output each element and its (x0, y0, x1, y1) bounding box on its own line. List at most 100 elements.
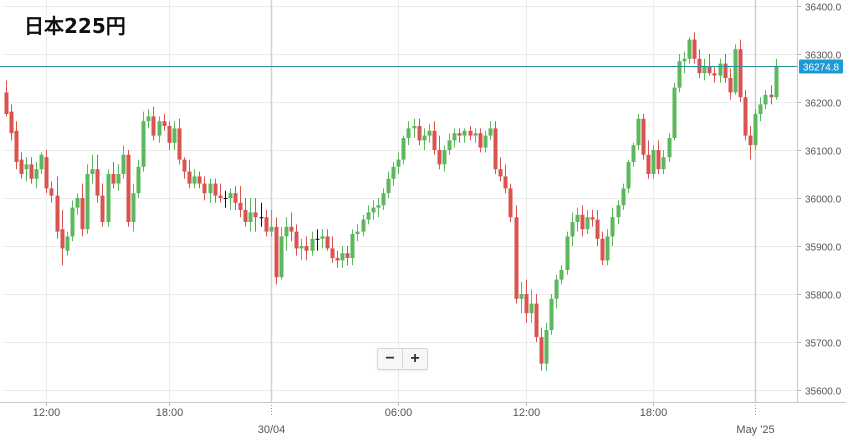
x-tick-label: 12:00 (513, 407, 541, 419)
candle-body (442, 150, 447, 165)
candle-body (65, 236, 70, 251)
candle-body (325, 236, 330, 249)
candle-body (14, 130, 19, 162)
candle-body (493, 128, 498, 170)
candle-body (75, 198, 80, 208)
candle-body (111, 174, 116, 184)
candle-body (763, 94, 768, 105)
candle-body (259, 217, 264, 219)
candle-body (116, 174, 121, 184)
candle-body (672, 87, 677, 138)
zoom-control: − + (377, 348, 428, 370)
candle-body (9, 111, 14, 134)
candle-body (753, 114, 758, 146)
candle-body (299, 246, 304, 249)
candle-body (177, 128, 182, 160)
candle-body (641, 118, 646, 155)
candle-body (738, 49, 743, 98)
candle-body (44, 157, 49, 189)
candle-body (468, 130, 473, 136)
candle-body (253, 212, 258, 218)
candle-body (559, 270, 564, 280)
candle-body (131, 193, 136, 222)
y-tick-label: 35800.0 (805, 291, 842, 302)
candle-body (544, 330, 549, 364)
y-tick-label: 36400.0 (805, 3, 842, 14)
y-tick-label: 35900.0 (805, 243, 842, 254)
candle-body (539, 337, 544, 364)
candle-body (315, 238, 320, 240)
x-tick-label: 12:00 (33, 407, 61, 419)
candle-body (80, 198, 85, 230)
x-tick-label: 06:00 (385, 407, 413, 419)
candle-body (243, 210, 248, 222)
candle-body (585, 217, 590, 230)
candle-body (29, 164, 34, 179)
candle-body (677, 61, 682, 88)
candle-body (60, 229, 65, 249)
candle-body (524, 294, 529, 314)
candle-body (692, 39, 697, 59)
candle-body (452, 133, 457, 141)
candle-body (100, 195, 105, 222)
candle-body (345, 253, 350, 258)
candle-body (106, 174, 111, 222)
candle-body (610, 217, 615, 237)
candle-body (437, 150, 442, 165)
candle-body (447, 140, 452, 150)
candle-body (279, 236, 284, 278)
candle-body (85, 174, 90, 230)
y-tick-label: 35600.0 (805, 387, 842, 398)
candle-body (529, 303, 534, 314)
candle-body (478, 133, 483, 148)
candle-body (238, 202, 243, 210)
candle-body (151, 116, 156, 136)
candle-body (49, 188, 54, 196)
candle-body (294, 231, 299, 249)
x-tick-label: May '25 (736, 424, 774, 436)
candle-body (24, 164, 29, 170)
candle-body (55, 195, 60, 232)
candle-body (182, 159, 187, 172)
candle-body (136, 166, 141, 194)
candle-body (274, 226, 279, 278)
candle-body (396, 159, 401, 167)
candle-body (264, 217, 269, 232)
candle-body (366, 212, 371, 220)
candle-body (498, 169, 503, 177)
zoom-out-button[interactable]: − (385, 350, 395, 367)
candle-body (534, 303, 539, 338)
y-tick-label: 36000.0 (805, 195, 842, 206)
candle-body (213, 183, 218, 196)
candle-body (590, 217, 595, 220)
candle-body (748, 135, 753, 146)
candle-body (228, 193, 233, 198)
candle-body (631, 145, 636, 162)
candle-body (457, 133, 462, 136)
candle-body (269, 226, 274, 232)
candle-body (187, 171, 192, 184)
candle-body (758, 104, 763, 114)
candle-body (340, 253, 345, 261)
candle-body (146, 116, 151, 122)
candle-body (355, 231, 360, 234)
candle-body (330, 248, 335, 258)
candle-body (406, 128, 411, 138)
candle-body (723, 63, 728, 78)
candle-body (350, 234, 355, 258)
candle-body (218, 195, 223, 198)
candle-body (167, 126, 172, 143)
grid (3, 0, 797, 402)
candle-body (126, 154, 131, 222)
candle-body (626, 162, 631, 189)
candle-body (514, 217, 519, 299)
candle-body (310, 238, 315, 251)
candle-body (422, 135, 427, 141)
candle-body (774, 66, 779, 98)
candle-body (667, 138, 672, 158)
zoom-in-button[interactable]: + (402, 349, 427, 369)
candle-body (192, 176, 197, 184)
y-tick-label: 36300.0 (805, 51, 842, 62)
candle-body (712, 73, 717, 76)
candle-body (371, 207, 376, 213)
